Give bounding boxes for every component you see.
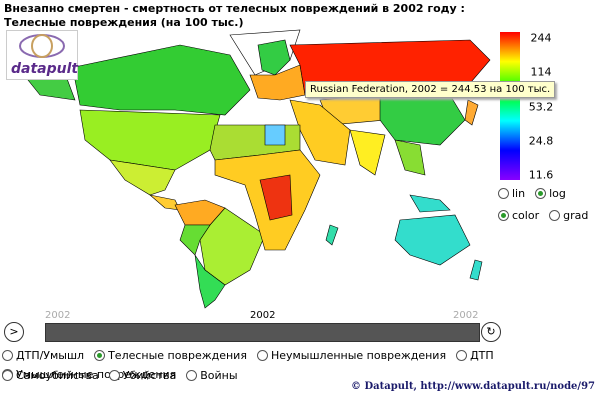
- radio-label: Умышленные повреждения: [16, 368, 177, 381]
- radio-option[interactable]: color: [498, 209, 539, 222]
- radio-button[interactable]: [549, 210, 561, 221]
- radio-label: Телесные повреждения: [108, 349, 247, 362]
- country: [379, 94, 466, 146]
- radio-option[interactable]: lin: [498, 187, 525, 200]
- country: [325, 224, 339, 246]
- legend-tick-label: 24.8: [528, 134, 554, 148]
- radio-option[interactable]: ДТП: [456, 349, 494, 362]
- radio-label: ДТП/Умышл: [16, 349, 85, 362]
- country: [199, 207, 266, 286]
- radio-option[interactable]: ДТП/Умышл: [2, 349, 84, 362]
- country: [179, 224, 211, 256]
- country: [257, 39, 291, 76]
- radio-option[interactable]: Неумышленные повреждения: [256, 349, 447, 362]
- tooltip: Russian Federation, 2002 = 244.53 на 100…: [305, 81, 556, 98]
- country: [464, 99, 479, 126]
- play-button[interactable]: >: [4, 322, 24, 342]
- radio-option[interactable]: Самоубийства: [2, 369, 99, 382]
- legend-tick-label: 114: [530, 65, 552, 79]
- radio-option[interactable]: Войны: [186, 369, 238, 382]
- legend-tick-label: 244: [530, 31, 552, 45]
- radio-label: lin: [512, 187, 526, 200]
- radio-label: Убийства: [122, 369, 177, 382]
- radio-button[interactable]: [2, 350, 13, 361]
- logo: datapult: [6, 30, 78, 80]
- logo-text: datapult: [11, 61, 79, 77]
- logo-icon: [19, 34, 65, 58]
- radio-label: ДТП: [470, 349, 494, 362]
- country: [394, 214, 471, 266]
- timeline-slider[interactable]: [45, 323, 480, 342]
- radio-button[interactable]: [535, 188, 547, 199]
- radio-label: log: [549, 187, 566, 200]
- radio-button[interactable]: [108, 370, 120, 381]
- color-options: color grad: [498, 206, 598, 225]
- country: [469, 259, 483, 281]
- footer: © Datapult, http://www.datapult.ru/node/…: [351, 381, 595, 392]
- category-row: Самоубийства Убийства Войны: [2, 366, 248, 385]
- legend-tick-label: 53.2: [528, 100, 554, 113]
- radio-button[interactable]: [498, 210, 509, 221]
- scale-options: lin log: [498, 184, 576, 203]
- radio-button[interactable]: [498, 188, 509, 199]
- radio-label: Войны: [200, 369, 238, 382]
- radio-label: Неумышленные повреждения: [270, 349, 447, 362]
- country: [409, 194, 451, 213]
- color-scale: [500, 32, 520, 180]
- radio-button[interactable]: [256, 350, 268, 361]
- reset-button[interactable]: ↻: [481, 322, 501, 342]
- radio-option[interactable]: Телесные повреждения: [94, 349, 247, 362]
- radio-label: Самоубийства: [16, 369, 99, 382]
- current-year: 2002: [250, 310, 276, 321]
- end-year: 2002: [453, 310, 479, 321]
- radio-label: color: [512, 209, 540, 222]
- start-year: 2002: [45, 310, 71, 321]
- title: Внезапно смертен - смертность от телесны…: [4, 2, 465, 29]
- country: [349, 129, 386, 176]
- country: [259, 174, 293, 221]
- radio-button[interactable]: [186, 370, 198, 381]
- country: [79, 109, 221, 171]
- country: [59, 44, 251, 116]
- legend-tick-label: 11.6: [528, 168, 554, 182]
- radio-label: grad: [563, 209, 589, 222]
- country: [394, 139, 426, 176]
- radio-button[interactable]: [2, 370, 13, 381]
- radio-option[interactable]: Убийства: [108, 369, 177, 382]
- country: [264, 124, 286, 146]
- country: [194, 254, 226, 309]
- radio-option[interactable]: grad: [549, 209, 588, 222]
- country: [109, 159, 176, 196]
- radio-button[interactable]: [456, 350, 468, 361]
- radio-button[interactable]: [94, 350, 106, 361]
- category-row: ДТП/Умышл Телесные повреждения Неумышленны…: [2, 346, 600, 384]
- radio-option[interactable]: log: [535, 187, 566, 200]
- country: [148, 194, 181, 211]
